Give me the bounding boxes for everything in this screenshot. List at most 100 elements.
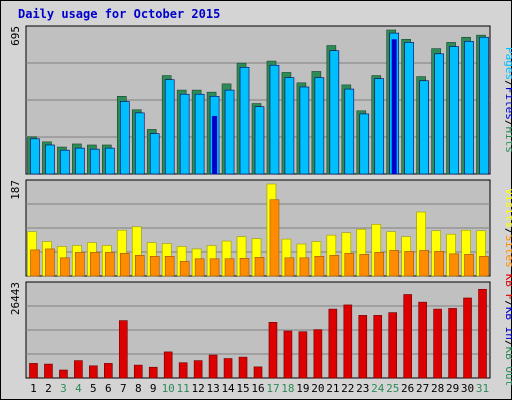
bar-files-day-5: [90, 148, 100, 175]
bar-sites-day-16: [254, 257, 265, 277]
bar-files-day-11: [179, 93, 190, 175]
x-label-day-21: 21: [326, 382, 339, 395]
bar-files-day-14: [224, 89, 235, 175]
bar-kbytes-day-15: [238, 356, 248, 379]
x-label-day-11: 11: [177, 382, 190, 395]
bar-files-day-16: [254, 106, 265, 175]
bar-files-day-17: [269, 64, 280, 175]
x-label-day-27: 27: [416, 382, 429, 395]
bar-sites-day-17: [269, 199, 280, 277]
side-label-part: KB F: [503, 274, 512, 301]
side-label-part: /: [503, 340, 512, 347]
x-label-day-6: 6: [105, 382, 112, 395]
bar-sites-day-26: [404, 251, 414, 277]
x-label-day-1: 1: [30, 382, 37, 395]
side-label-part: /: [503, 300, 512, 307]
bar-sites-day-24: [374, 252, 385, 277]
side-label-part: Files: [503, 87, 512, 120]
bar-sites-day-14: [224, 258, 235, 277]
bar-files-day-9: [149, 133, 160, 175]
bar-sites-day-7: [119, 253, 130, 277]
bar-files-day-18: [284, 77, 295, 175]
bar-sites-day-10: [164, 256, 175, 277]
x-label-day-14: 14: [221, 382, 235, 395]
bar-sites-day-21: [329, 255, 340, 277]
bar-kbytes-day-14: [223, 358, 233, 379]
bar-sites-day-30: [464, 254, 474, 277]
bar-kbytes-day-20: [313, 329, 323, 379]
bar-files-day-30: [464, 41, 474, 175]
side-label-part: /: [503, 228, 512, 235]
x-label-day-29: 29: [446, 382, 459, 395]
x-label-day-23: 23: [356, 382, 369, 395]
bar-kbytes-day-19: [298, 331, 308, 379]
x-label-day-30: 30: [461, 382, 474, 395]
bar-files-day-29: [449, 46, 459, 175]
x-label-day-12: 12: [192, 382, 205, 395]
x-label-day-19: 19: [296, 382, 309, 395]
bar-kbytes-day-22: [343, 304, 353, 379]
bar-sites-day-28: [434, 251, 444, 277]
bar-sites-day-29: [449, 253, 459, 277]
x-label-day-7: 7: [120, 382, 127, 395]
bar-kbytes-day-5: [89, 365, 98, 379]
bar-files-day-27: [419, 80, 429, 175]
bar-kbytes-day-12: [193, 360, 203, 379]
x-label-day-3: 3: [60, 382, 67, 395]
bar-files-day-12: [194, 93, 205, 175]
bar-files-day-8: [134, 112, 145, 175]
side-label-part: Hits: [503, 127, 512, 154]
bar-files-day-1: [30, 138, 40, 175]
bar-sites-day-6: [105, 252, 115, 277]
x-axis: 1 2 3 4 5 6 7 8 9 10 11 12 13 14 15 16 17 18 19 20 21 22 23 24 2…: [30, 382, 489, 395]
x-label-day-22: 22: [341, 382, 354, 395]
bar-kbytes-day-23: [358, 315, 368, 379]
bar-kbytes-day-25: [388, 312, 398, 379]
bar-sites-day-11: [179, 260, 190, 277]
bar-kbytes-day-21: [328, 308, 338, 379]
side-label-part: Pages: [503, 47, 512, 80]
bar-files-day-24: [374, 78, 385, 175]
side-label-part: KB Out: [503, 347, 512, 387]
bar-sites-day-22: [344, 253, 355, 277]
panel-visits-sites: 187 Visits/Sites: [9, 179, 512, 277]
bar-files-day-20: [314, 77, 325, 175]
bar-sites-day-31: [479, 256, 489, 277]
side-label-part: /: [503, 80, 512, 87]
x-label-day-10: 10: [162, 382, 175, 395]
bar-files-day-21: [329, 50, 340, 175]
bar-sites-day-4: [75, 252, 85, 277]
x-label-day-9: 9: [150, 382, 157, 395]
bar-kbytes-day-3: [59, 369, 68, 379]
bar-sites-day-15: [239, 257, 250, 277]
side-label-part: Sites: [503, 235, 512, 268]
side-label-kbytes: KB F/KB In/KB Out: [503, 274, 512, 387]
bar-kbytes-day-29: [448, 308, 457, 379]
bar-files-day-15: [239, 66, 250, 175]
bar-sites-day-8: [134, 255, 145, 277]
bar-kbytes-day-1: [29, 363, 38, 379]
bar-sites-day-23: [359, 254, 370, 277]
side-label-hits-files-pages: Pages/Files/Hits: [503, 47, 512, 153]
ymax-label-hits-files-pages: 695: [9, 26, 22, 46]
x-label-day-4: 4: [75, 382, 82, 395]
bar-sites-day-20: [314, 256, 325, 277]
x-label-day-20: 20: [311, 382, 324, 395]
x-label-day-13: 13: [206, 382, 219, 395]
bar-kbytes-day-10: [163, 351, 173, 379]
bar-kbytes-day-28: [433, 308, 442, 379]
panels: 695Pages/Files/Hits187Visits/Sites26443K…: [9, 25, 512, 387]
bar-kbytes-day-17: [268, 322, 278, 379]
bar-sites-day-25: [389, 250, 400, 277]
bar-kbytes-day-26: [403, 294, 412, 379]
bar-sites-day-13: [209, 258, 220, 277]
bar-files-day-22: [344, 88, 355, 175]
bar-files-day-31: [479, 36, 489, 175]
bar-sites-day-27: [419, 250, 429, 277]
bar-kbytes-day-8: [133, 364, 143, 379]
x-label-day-24: 24: [371, 382, 385, 395]
bar-files-day-4: [75, 147, 85, 175]
x-label-day-18: 18: [281, 382, 294, 395]
bar-files-day-10: [164, 79, 175, 175]
